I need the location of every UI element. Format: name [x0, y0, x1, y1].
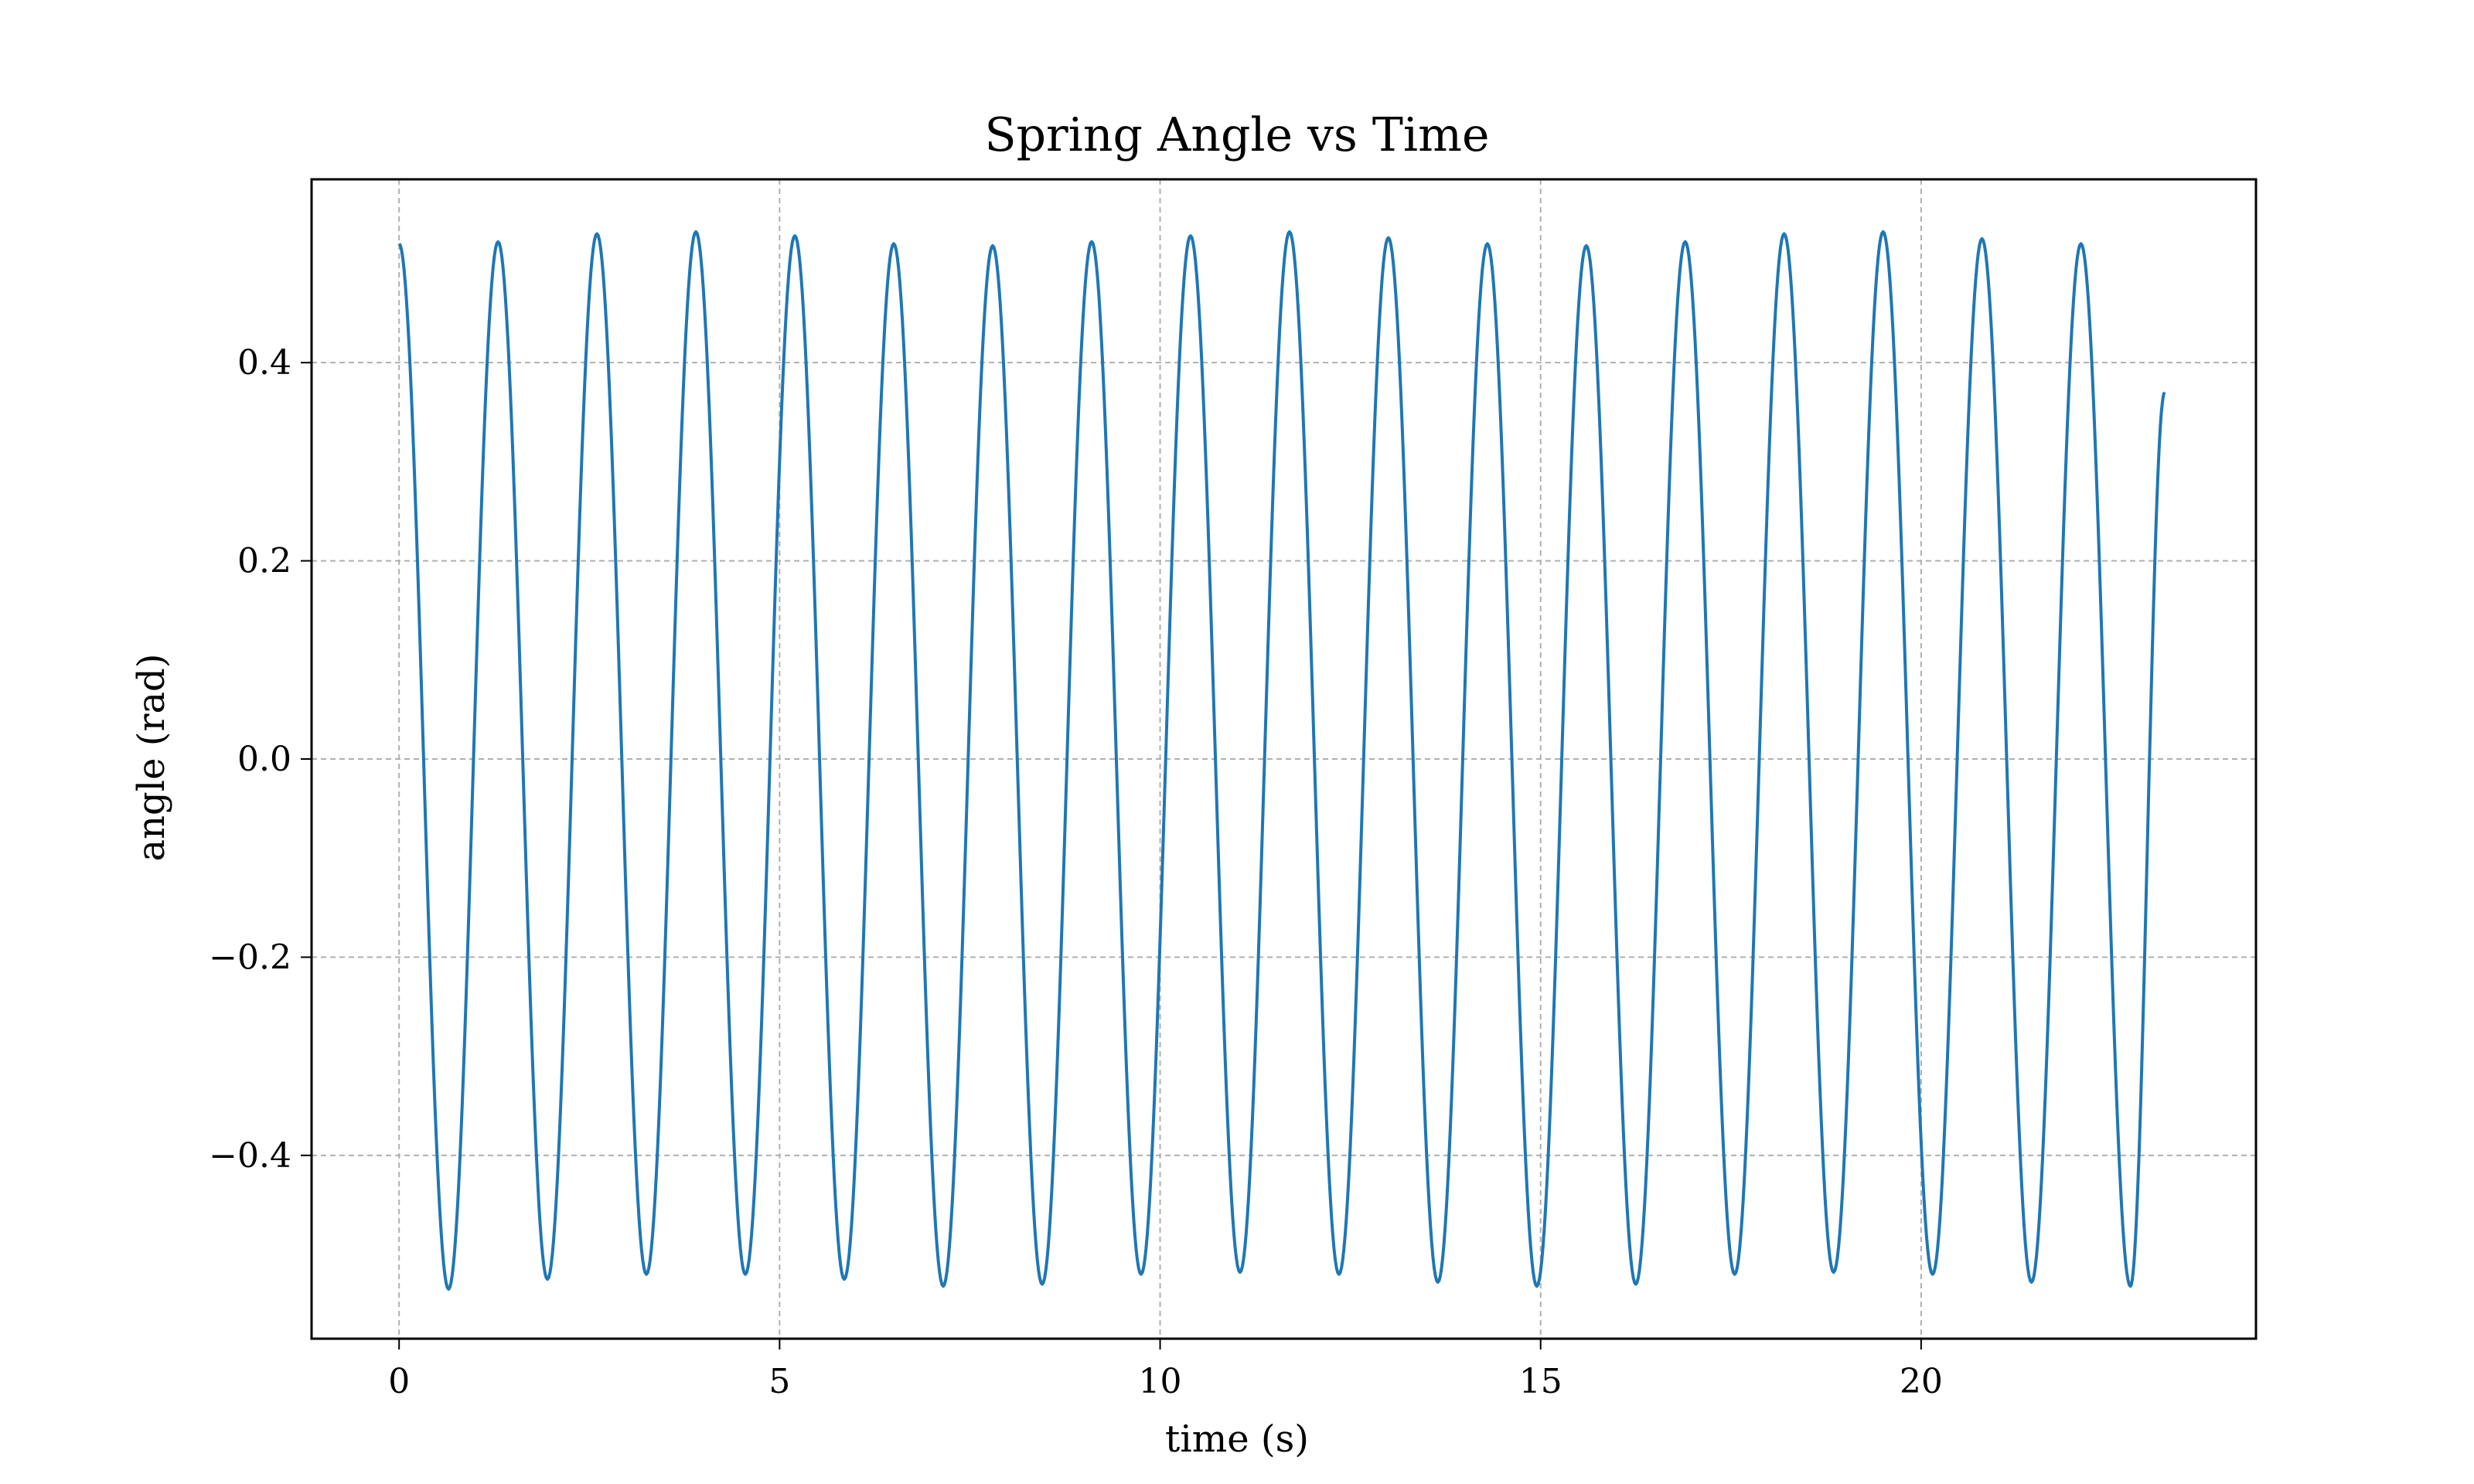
series-layer [397, 230, 2166, 1291]
x-axis-title: time (s) [1165, 1418, 1309, 1461]
chart-title: Spring Angle vs Time [984, 108, 1489, 162]
x-tick-label: 15 [1519, 1362, 1562, 1401]
axis-ticks: 0 5 10 15 20 −0.4 −0.2 0.0 0.2 0.4 [209, 343, 1943, 1401]
x-tick-label: 0 [388, 1362, 410, 1401]
series-line [397, 230, 2166, 1291]
y-tick-label: −0.4 [209, 1136, 291, 1176]
y-tick-label: −0.2 [209, 938, 291, 977]
x-tick-label: 10 [1139, 1362, 1182, 1401]
x-tick-label: 5 [768, 1362, 790, 1401]
y-tick-label: 0.4 [237, 343, 291, 383]
x-tick-label: 20 [1900, 1362, 1943, 1401]
y-tick-label: 0.0 [237, 740, 291, 779]
y-axis-title: angle (rad) [130, 653, 173, 861]
y-tick-label: 0.2 [237, 542, 291, 581]
